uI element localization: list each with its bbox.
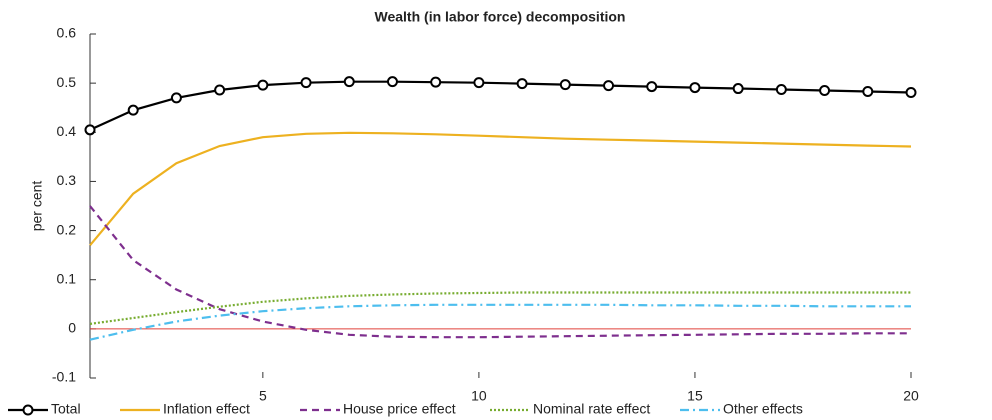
series-line <box>89 303 911 341</box>
series-marker <box>300 77 312 89</box>
y-tick-label: 0.6 <box>57 25 77 41</box>
series-line <box>89 291 911 325</box>
series-marker <box>516 78 528 90</box>
series-marker <box>84 124 96 136</box>
y-tick-label: 0.2 <box>57 221 77 237</box>
series-line <box>89 131 912 247</box>
series-marker <box>775 84 787 96</box>
series-marker <box>386 76 398 88</box>
series-marker <box>689 82 701 94</box>
series-marker <box>430 76 442 88</box>
y-tick-label: 0.4 <box>57 123 77 139</box>
y-tick-label: -0.1 <box>52 369 76 385</box>
series-marker <box>343 76 355 88</box>
series-line <box>89 80 912 131</box>
series-marker <box>732 83 744 95</box>
legend-label: House price effect <box>343 401 456 417</box>
series-marker <box>170 92 182 104</box>
series-marker <box>646 81 658 93</box>
series-marker <box>905 86 917 98</box>
y-tick-label: 0.3 <box>57 172 77 188</box>
series-marker <box>257 79 269 91</box>
legend-label: Other effects <box>723 401 803 417</box>
series-marker <box>603 80 615 92</box>
legend-marker <box>22 404 34 416</box>
series-marker <box>473 77 485 89</box>
series-line <box>89 205 911 339</box>
y-tick-label: 0.1 <box>57 270 77 286</box>
y-tick-label: 0.5 <box>57 74 77 90</box>
series-marker <box>214 84 226 96</box>
x-tick-label: 15 <box>687 388 703 404</box>
chart-title: Wealth (in labor force) decomposition <box>375 9 626 25</box>
series-marker <box>819 85 831 97</box>
x-tick-label: 10 <box>471 388 487 404</box>
series-marker <box>559 79 571 91</box>
series-marker <box>127 104 139 116</box>
legend-label: Total <box>51 401 81 417</box>
x-tick-label: 20 <box>903 388 919 404</box>
y-axis-label: per cent <box>29 181 45 232</box>
x-tick-label: 5 <box>259 388 267 404</box>
legend-label: Nominal rate effect <box>533 401 650 417</box>
series-marker <box>862 85 874 97</box>
legend-label: Inflation effect <box>163 401 250 417</box>
y-tick-label: 0 <box>68 320 76 336</box>
